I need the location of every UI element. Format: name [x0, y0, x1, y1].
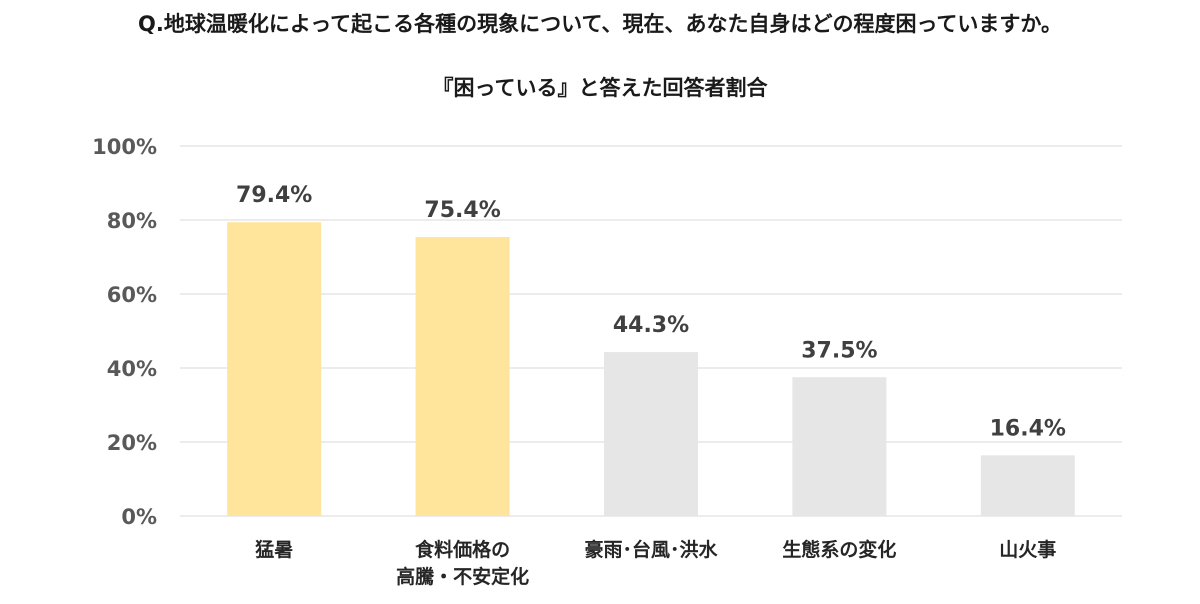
data-label: 79.4% [236, 183, 312, 208]
bar [792, 377, 887, 516]
data-label: 75.4% [424, 198, 500, 223]
bar [980, 455, 1075, 516]
data-labels: 79.4% 75.4% 44.3% 37.5% 16.4% [236, 183, 1066, 441]
category-label: 生態系の変化 [782, 538, 896, 561]
bar [604, 352, 698, 516]
chart-title: 『困っている』と答えた回答者割合 [432, 76, 768, 100]
category-label: 高騰・不安定化 [396, 565, 529, 588]
y-tick-label: 80% [107, 209, 157, 233]
y-tick-label: 40% [107, 357, 157, 381]
y-tick-label: 100% [92, 135, 157, 159]
y-tick-label: 60% [107, 283, 157, 307]
data-label: 44.3% [613, 313, 689, 338]
category-label: 山火事 [999, 538, 1056, 561]
y-tick-label: 0% [121, 505, 157, 529]
category-label: 食料価格の [415, 538, 510, 561]
question-text: Q.地球温暖化によって起こる各種の現象について、現在、あなた自身はどの程度困って… [138, 12, 1062, 36]
data-label: 16.4% [990, 416, 1066, 441]
bars [227, 222, 1075, 516]
bar [415, 237, 510, 516]
category-label: 猛暑 [254, 538, 293, 561]
bar [227, 222, 322, 516]
y-axis: 0% 20% 40% 60% 80% 100% [92, 135, 157, 529]
y-tick-label: 20% [107, 431, 157, 455]
data-label: 37.5% [801, 338, 877, 363]
category-label: 豪雨･台風･洪水 [584, 538, 718, 561]
